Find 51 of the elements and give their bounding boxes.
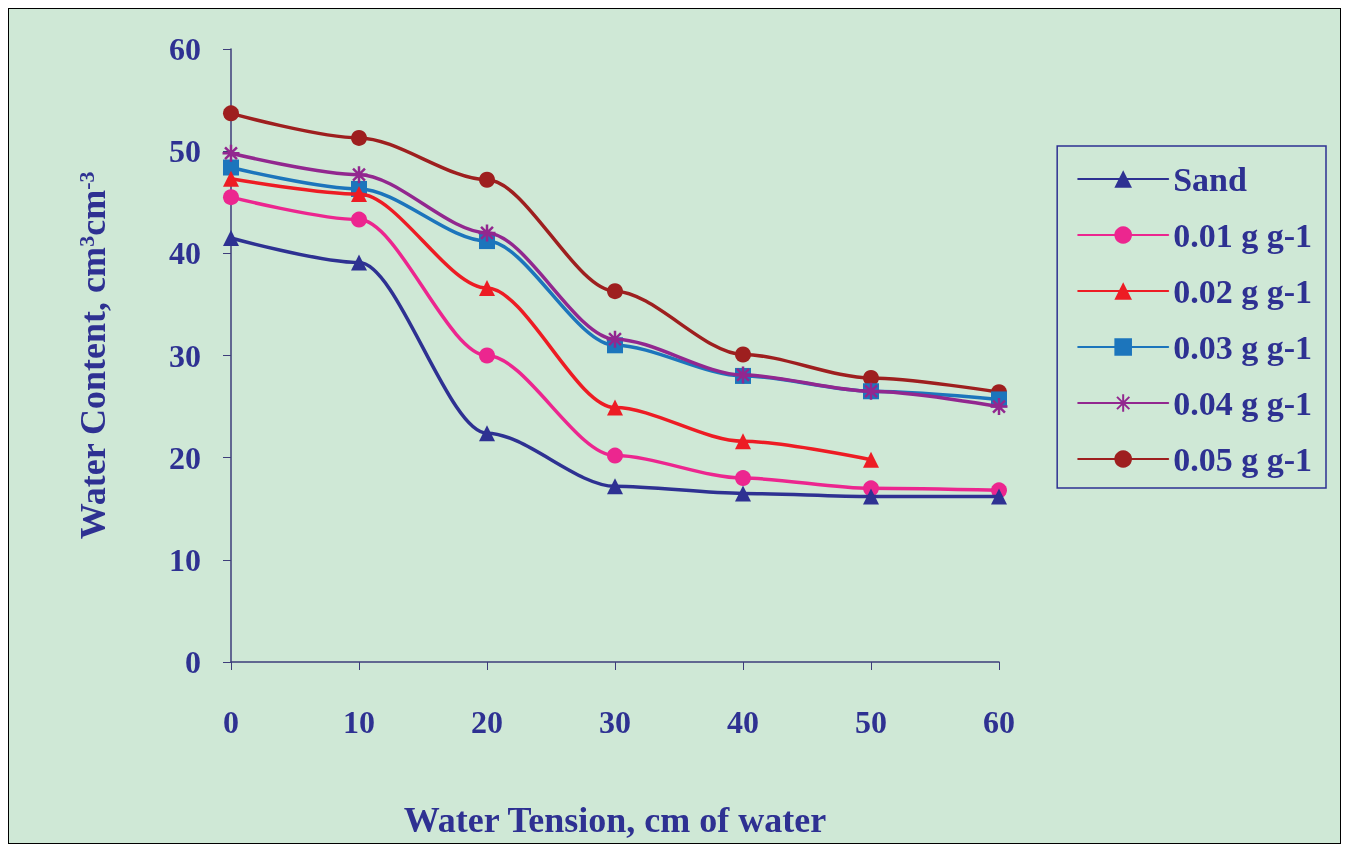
point xyxy=(735,470,751,487)
point xyxy=(223,170,239,187)
point xyxy=(479,347,495,364)
point xyxy=(223,105,239,122)
point xyxy=(735,433,751,450)
point xyxy=(351,129,367,146)
point xyxy=(223,159,239,176)
point xyxy=(607,283,623,300)
point xyxy=(863,488,879,505)
x-axis-title: Water Tension, cm of water xyxy=(403,800,827,840)
x-tick-label: 20 xyxy=(471,704,503,740)
legend-label: 0.01 g g-1 xyxy=(1173,216,1313,254)
y-tick-label: 20 xyxy=(169,439,201,476)
y-tick-label: 50 xyxy=(169,133,201,170)
legend-label: 0.05 g g-1 xyxy=(1173,440,1313,478)
point xyxy=(351,254,367,271)
point xyxy=(221,143,241,163)
point xyxy=(735,485,751,502)
point xyxy=(479,425,495,442)
legend-label: 0.04 g g-1 xyxy=(1173,384,1313,422)
point xyxy=(989,396,1009,417)
legend-label: Sand xyxy=(1173,160,1247,198)
x-tick-label: 0 xyxy=(223,704,239,740)
x-tick-label: 10 xyxy=(343,704,375,740)
y-tick-label: 30 xyxy=(169,337,201,374)
point xyxy=(351,186,367,203)
legend-label: 0.03 g g-1 xyxy=(1173,328,1313,366)
point xyxy=(479,280,495,297)
point xyxy=(223,230,239,247)
point xyxy=(605,329,625,349)
point xyxy=(991,488,1007,505)
point xyxy=(735,346,751,363)
point xyxy=(223,189,239,206)
point xyxy=(349,164,369,185)
legend-label: 0.02 g g-1 xyxy=(1173,272,1313,310)
point xyxy=(607,399,623,416)
x-tick-label: 40 xyxy=(727,704,759,740)
point xyxy=(479,171,495,188)
y-tick-label: 40 xyxy=(169,235,201,272)
y-tick-label: 60 xyxy=(169,31,201,67)
x-tick-label: 60 xyxy=(983,704,1015,740)
y-tick-label: 10 xyxy=(169,541,201,578)
point xyxy=(863,451,879,468)
point xyxy=(351,211,367,228)
point xyxy=(477,223,497,243)
point xyxy=(607,478,623,495)
x-tick-label: 30 xyxy=(599,704,631,740)
y-tick-label: 0 xyxy=(185,644,201,680)
x-tick-label: 50 xyxy=(855,704,887,740)
y-axis-title: Water Content, cm3cm-3 xyxy=(73,171,113,540)
point xyxy=(607,447,623,464)
